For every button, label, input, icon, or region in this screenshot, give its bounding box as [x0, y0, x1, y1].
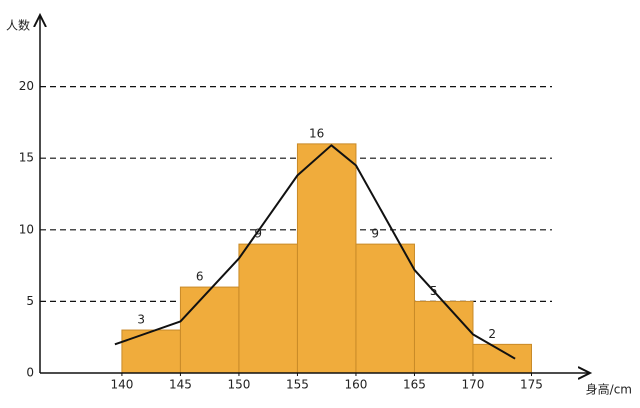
bar	[472, 343, 532, 374]
bar	[238, 243, 298, 374]
x-tick-label: 175	[520, 378, 543, 392]
x-tick-label: 160	[345, 378, 368, 392]
fit-curve	[114, 144, 516, 360]
y-axis-label: 人数	[6, 18, 30, 33]
data-label: 2	[488, 327, 496, 341]
x-tick-label: 155	[286, 378, 309, 392]
x-tick-label: 170	[462, 378, 485, 392]
x-tick-label: 165	[403, 378, 426, 392]
bar	[179, 286, 240, 374]
data-label: 6	[196, 270, 204, 284]
bar	[413, 300, 474, 374]
y-tick-label: 10	[19, 222, 34, 236]
bar	[296, 143, 357, 374]
y-tick-label: 20	[19, 79, 34, 93]
y-tick-label: 5	[26, 294, 34, 308]
data-label: 9	[254, 227, 262, 241]
data-label: 16	[309, 126, 324, 140]
y-tick-label: 0	[26, 366, 34, 380]
bar	[355, 243, 415, 374]
bar	[121, 329, 181, 374]
data-label: 9	[371, 227, 379, 241]
x-tick-label: 150	[227, 378, 250, 392]
data-label: 3	[137, 313, 145, 327]
x-tick-label: 145	[169, 378, 192, 392]
x-tick-label: 140	[110, 378, 133, 392]
x-axis-label: 身高/cm	[586, 382, 632, 397]
y-tick-label: 15	[19, 151, 34, 165]
